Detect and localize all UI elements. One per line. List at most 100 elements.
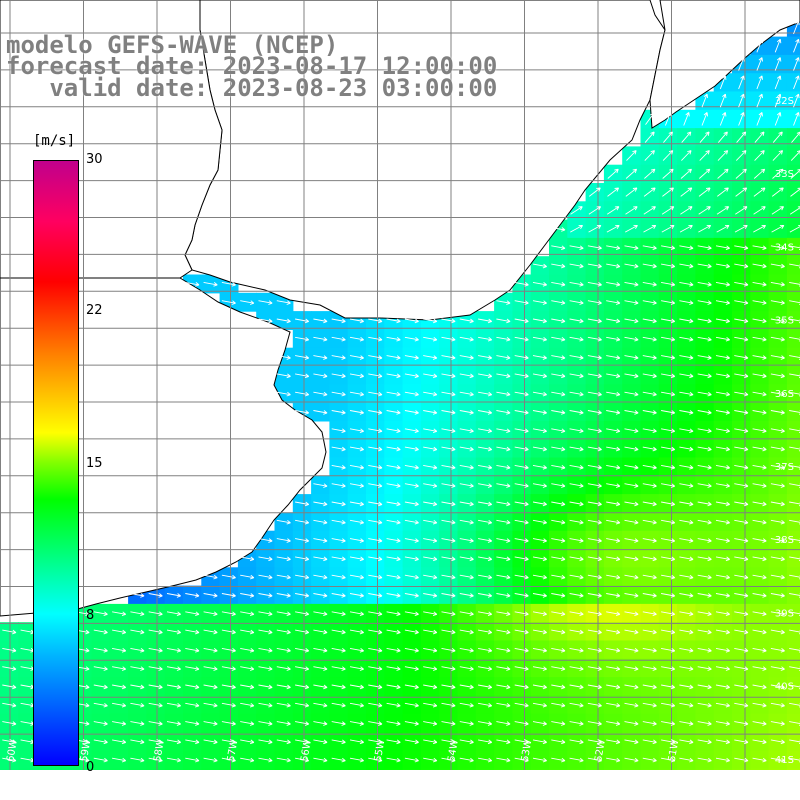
wind-arrow bbox=[515, 777, 529, 781]
wind-arrow bbox=[569, 739, 584, 745]
wind-arrow bbox=[332, 777, 346, 781]
wind-arrow bbox=[2, 757, 17, 763]
wind-arrow bbox=[752, 666, 767, 671]
wind-arrow bbox=[532, 666, 547, 671]
field-cell bbox=[146, 768, 166, 770]
wind-arrow bbox=[221, 757, 236, 763]
wind-arrow bbox=[185, 757, 200, 763]
wind-arrow bbox=[203, 757, 218, 763]
wind-arrow bbox=[441, 684, 456, 690]
wind-arrow bbox=[148, 757, 163, 763]
wind-arrow bbox=[770, 483, 785, 488]
wind-arrow bbox=[295, 410, 310, 415]
wind-arrow bbox=[587, 373, 602, 379]
field-cell bbox=[256, 768, 276, 770]
wind-arrow bbox=[752, 702, 767, 708]
wind-arrow bbox=[752, 574, 767, 580]
wind-arrow bbox=[149, 777, 163, 781]
wind-arrow bbox=[203, 739, 218, 745]
wind-arrow bbox=[404, 757, 419, 763]
wind-arrow bbox=[148, 739, 163, 745]
wind-arrow bbox=[587, 355, 602, 360]
wind-arrow bbox=[752, 647, 767, 653]
wind-arrow bbox=[404, 336, 419, 342]
wind-arrow bbox=[793, 57, 800, 71]
wind-arrow bbox=[587, 538, 602, 543]
wind-arrow bbox=[167, 777, 181, 781]
wind-arrow bbox=[386, 410, 401, 415]
wind-arrow bbox=[532, 446, 547, 452]
wind-arrow bbox=[642, 501, 657, 507]
wind-arrow bbox=[679, 483, 694, 488]
wind-arrow bbox=[496, 629, 511, 635]
wind-arrow bbox=[587, 336, 602, 342]
wind-arrow bbox=[679, 721, 694, 726]
wind-arrow bbox=[661, 647, 676, 653]
wind-arrow bbox=[679, 666, 694, 671]
wind-arrow bbox=[642, 318, 657, 324]
field-cell bbox=[530, 768, 550, 770]
field-cell bbox=[0, 768, 19, 770]
legend-unit: [m/s] bbox=[33, 133, 76, 149]
wind-arrow bbox=[93, 739, 108, 745]
wind-arrow bbox=[717, 187, 729, 197]
wind-arrow bbox=[661, 721, 676, 726]
wind-arrow bbox=[679, 336, 694, 342]
valid-date: valid date: 2023-08-23 03:00:00 bbox=[6, 74, 498, 102]
wind-arrow bbox=[624, 702, 639, 708]
wind-arrow bbox=[404, 446, 419, 452]
wind-arrow bbox=[240, 739, 255, 745]
wind-arrow bbox=[770, 574, 785, 580]
wind-arrow bbox=[624, 538, 639, 543]
wind-arrow bbox=[532, 739, 547, 745]
field-cell bbox=[549, 768, 568, 770]
wind-arrow bbox=[404, 501, 419, 507]
wind-arrow bbox=[642, 629, 657, 635]
field-cell bbox=[786, 640, 800, 660]
wind-arrow bbox=[719, 75, 727, 90]
wind-arrow bbox=[734, 336, 749, 342]
wind-arrow bbox=[587, 629, 602, 635]
wind-arrow bbox=[642, 355, 657, 360]
wind-arrow bbox=[715, 757, 730, 763]
wind-arrow bbox=[697, 300, 712, 305]
wind-arrow bbox=[478, 355, 493, 360]
field-cell bbox=[786, 201, 800, 221]
wind-arrow bbox=[735, 206, 748, 215]
wind-arrow bbox=[643, 777, 657, 781]
wind-arrow bbox=[551, 410, 566, 415]
wind-arrow bbox=[551, 300, 566, 305]
wind-arrow bbox=[715, 391, 730, 397]
wind-arrow bbox=[551, 666, 566, 671]
wind-arrow bbox=[295, 373, 310, 379]
wind-arrow bbox=[715, 702, 730, 708]
wind-arrow bbox=[386, 538, 401, 543]
wind-arrow bbox=[313, 647, 328, 653]
wind-arrow bbox=[514, 519, 529, 525]
wind-arrow bbox=[734, 721, 749, 726]
wind-arrow bbox=[204, 777, 218, 781]
wind-arrow bbox=[441, 501, 456, 507]
wind-arrow bbox=[679, 391, 694, 397]
wind-arrow bbox=[661, 611, 676, 617]
wind-arrow bbox=[166, 593, 181, 598]
wind-arrow bbox=[661, 224, 675, 233]
wind-arrow bbox=[569, 647, 584, 653]
wind-arrow bbox=[112, 777, 126, 781]
wind-arrow bbox=[715, 666, 730, 671]
wind-arrow bbox=[734, 245, 749, 251]
field-cell bbox=[786, 549, 800, 568]
wind-arrow bbox=[569, 245, 584, 251]
wind-arrow bbox=[130, 739, 145, 745]
wind-arrow bbox=[221, 721, 236, 726]
wind-arrow bbox=[606, 245, 621, 251]
wind-arrow bbox=[752, 373, 767, 379]
wind-arrow bbox=[496, 300, 511, 305]
wind-arrow bbox=[734, 318, 749, 324]
wind-arrow bbox=[276, 556, 291, 562]
wind-arrow bbox=[679, 702, 694, 708]
wind-arrow bbox=[697, 391, 712, 397]
wind-arrow bbox=[642, 593, 657, 598]
wind-arrow bbox=[606, 647, 621, 653]
wind-arrow bbox=[770, 702, 785, 708]
